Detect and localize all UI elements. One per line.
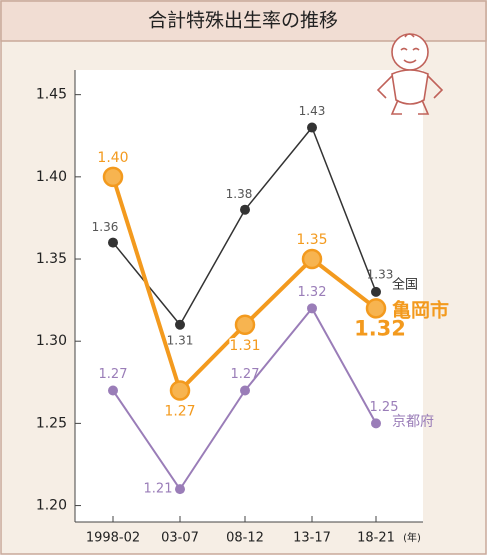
marker [307,303,317,314]
x-tick-label: 03-07 [161,531,199,546]
data-label: 1.27 [99,367,128,382]
marker [169,380,191,401]
data-label: 1.27 [231,367,260,382]
legend-label: 京都府 [392,414,434,430]
data-label: 1.40 [97,150,128,166]
marker [301,248,323,270]
baby-icon [376,33,444,115]
data-label: 1.43 [299,104,326,118]
data-label: 1.32 [354,316,406,340]
x-tick-label: 1998-02 [86,531,140,546]
marker [234,314,256,336]
data-label: 1.31 [229,338,260,354]
marker [371,418,381,429]
marker [365,298,387,319]
marker [307,122,317,133]
marker [102,166,124,188]
y-tick-label: 1.45 [36,87,67,103]
data-label: 1.27 [164,404,195,420]
y-tick-label: 1.25 [36,415,67,431]
x-unit: (年) [403,531,421,544]
data-label: 1.38 [226,187,253,201]
y-tick-label: 1.35 [36,251,67,267]
data-label: 1.25 [370,400,399,415]
legend-label: 全国 [392,277,418,293]
marker [175,484,185,495]
y-tick-label: 1.30 [36,333,67,349]
marker [108,237,118,248]
chart-title: 合計特殊出生率の推移 [148,10,338,32]
marker [371,286,381,297]
x-tick-label: 13-17 [293,531,331,546]
x-tick-label: 18-21 [357,531,395,546]
x-tick-label: 08-12 [226,531,264,546]
marker [240,204,250,215]
data-label: 1.31 [167,333,194,347]
y-tick-label: 1.40 [36,169,67,185]
plot-area [75,70,423,522]
data-label: 1.32 [298,285,327,300]
y-tick-label: 1.20 [36,498,67,514]
marker [240,385,250,396]
data-label: 1.35 [296,232,327,248]
data-label: 1.36 [92,220,119,234]
marker [175,319,185,330]
data-label: 1.21 [144,482,173,497]
marker [108,385,118,396]
legend-label: 亀岡市 [392,299,449,322]
data-label: 1.33 [367,267,394,281]
